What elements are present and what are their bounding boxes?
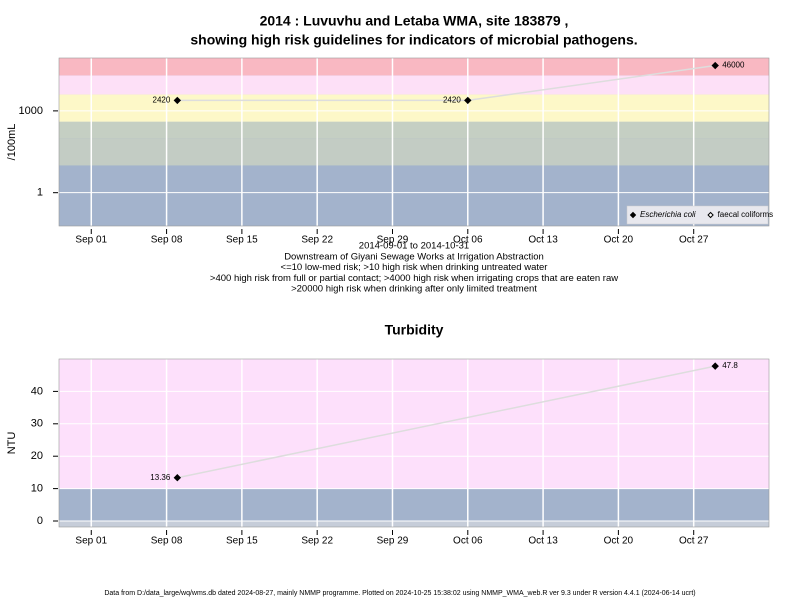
footer: Data from D:/data_large/wq/wms.db dated … — [104, 590, 695, 597]
legend: Escherichia coli faecal coliforms — [626, 205, 774, 225]
data-point — [711, 61, 719, 70]
plot-frame — [58, 358, 770, 528]
value-label: 2420 — [443, 96, 461, 105]
subtitle: <=10 low-med risk; >10 high risk when dr… — [281, 262, 548, 273]
x-tick-label: Sep 08 — [151, 536, 183, 547]
legend-label: faecal coliforms — [718, 210, 774, 219]
x-tick-label: Sep 08 — [151, 235, 183, 246]
y-axis-label: /100mL — [6, 124, 18, 161]
chart-title: Turbidity — [385, 322, 444, 338]
legend-label: Escherichia coli — [640, 210, 696, 219]
risk-band — [59, 488, 769, 522]
x-tick-label: Sep 01 — [75, 536, 107, 547]
plot-frame — [58, 57, 770, 227]
chart-title: 2014 : Luvuvhu and Letaba WMA, site 1838… — [260, 13, 569, 29]
x-tick-label: Oct 20 — [604, 235, 634, 246]
y-axis-label: NTU — [6, 432, 18, 455]
x-tick-label: Oct 06 — [453, 235, 483, 246]
y-tick-label: 10 — [31, 483, 43, 495]
value-label: 2420 — [153, 96, 171, 105]
y-tick-label: 20 — [31, 450, 43, 462]
x-tick-label: Oct 27 — [679, 536, 709, 547]
x-tick-label: Sep 01 — [75, 235, 107, 246]
data-point — [464, 96, 472, 105]
subtitle: Downstream of Giyani Sewage Works at Irr… — [284, 251, 544, 262]
y-tick-label: 1000 — [19, 105, 43, 117]
x-tick-label: Sep 15 — [226, 235, 258, 246]
x-tick-label: Sep 29 — [377, 536, 409, 547]
legend-box — [626, 205, 769, 225]
x-tick-label: Oct 27 — [679, 235, 709, 246]
legend-marker — [629, 211, 637, 219]
y-tick-label: 0 — [37, 515, 43, 527]
subtitle: 2014-09-01 to 2014-10-31 — [359, 241, 469, 252]
y-tick-label: 1 — [37, 187, 43, 199]
risk-band — [59, 75, 769, 95]
risk-band — [59, 58, 769, 76]
value-label: 46000 — [722, 61, 745, 70]
data-point — [173, 474, 182, 482]
legend-marker — [707, 211, 714, 219]
x-tick-label: Sep 29 — [377, 235, 409, 246]
subtitle: >400 high risk from full or partial cont… — [210, 273, 618, 284]
chart-title: showing high risk guidelines for indicat… — [190, 32, 637, 48]
y-tick-label: 30 — [31, 418, 43, 430]
x-tick-label: Oct 13 — [528, 536, 558, 547]
data-point — [711, 362, 719, 370]
series-line — [177, 365, 716, 479]
data-point — [173, 96, 182, 105]
x-tick-label: Sep 15 — [226, 536, 258, 547]
x-tick-label: Oct 20 — [604, 536, 634, 547]
value-label: 13.36 — [150, 473, 171, 482]
x-tick-label: Sep 22 — [301, 536, 333, 547]
y-tick-label: 40 — [31, 385, 43, 397]
risk-band — [59, 138, 769, 166]
value-label: 47.8 — [722, 361, 738, 370]
x-tick-label: Sep 22 — [301, 235, 333, 246]
x-tick-label: Oct 06 — [453, 536, 483, 547]
subtitle: >20000 high risk when drinking after onl… — [291, 284, 537, 295]
x-tick-label: Oct 13 — [528, 235, 558, 246]
risk-band — [59, 121, 769, 139]
